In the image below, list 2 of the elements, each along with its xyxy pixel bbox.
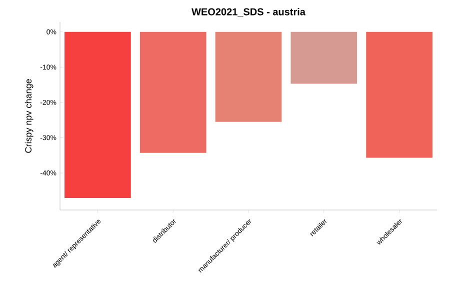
y-axis-title: Crispy npv change [24, 79, 34, 153]
chart-title: WEO2021_SDS - austria [192, 8, 306, 16]
